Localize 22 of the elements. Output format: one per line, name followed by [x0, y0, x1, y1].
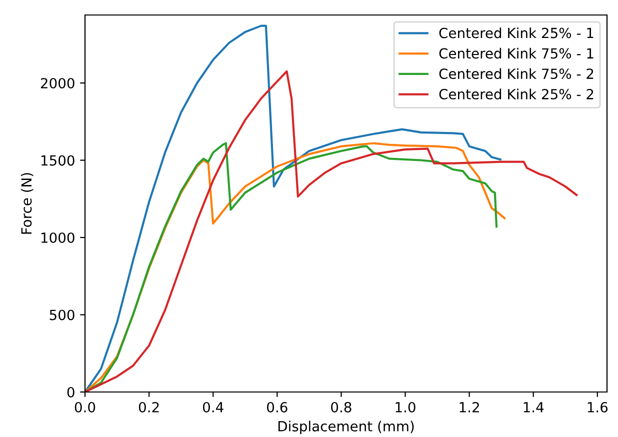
y-tick-label: 2000	[40, 78, 74, 88]
x-tick-label: 0.6	[267, 402, 288, 412]
y-tick-label: 0	[67, 386, 74, 398]
y-tick-label: 500	[50, 310, 74, 320]
x-tick-label: 1.6	[588, 402, 608, 412]
legend-label: Centered Kink 25% - 1	[439, 28, 594, 38]
y-tick-label: 1000	[41, 232, 74, 243]
y-tick-label: 1500	[41, 155, 74, 166]
x-axis-title: Displacement (mm)	[278, 420, 414, 434]
x-tick-label: 0.2	[138, 402, 159, 412]
legend-label: Centered Kink 75% - 2	[439, 68, 594, 80]
x-tick-label: 0.4	[202, 402, 224, 412]
x-tick-label: 1.4	[524, 402, 544, 412]
x-tick-label: 1.0	[396, 402, 416, 412]
y-axis-title: Force (N)	[20, 173, 34, 234]
legend-label: Centered Kink 25% - 2	[439, 88, 594, 100]
x-tick-label: 1.2	[460, 402, 479, 412]
line-series	[85, 24, 502, 392]
legend-label: Centered Kink 75% - 1	[439, 48, 594, 59]
x-tick-label: 0.0	[74, 402, 96, 412]
line-series	[85, 70, 578, 392]
x-tick-label: 0.8	[331, 402, 352, 412]
